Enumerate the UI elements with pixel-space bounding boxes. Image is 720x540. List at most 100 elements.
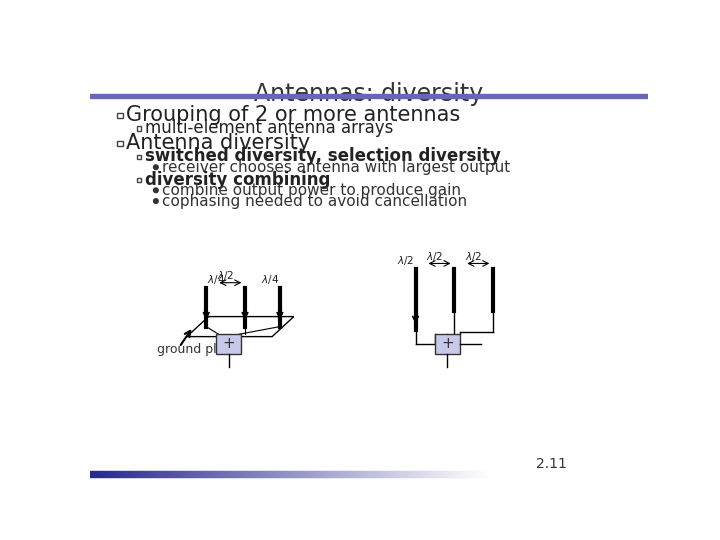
Bar — [637, 470, 638, 477]
Bar — [185, 470, 186, 477]
Bar — [324, 470, 325, 477]
Bar — [524, 470, 525, 477]
Bar — [203, 470, 204, 477]
Bar — [628, 470, 629, 477]
Bar — [597, 470, 598, 477]
Bar — [233, 470, 234, 477]
Bar — [170, 470, 171, 477]
Bar — [403, 470, 404, 477]
Bar — [122, 470, 123, 477]
Bar — [226, 470, 228, 477]
Bar — [632, 470, 634, 477]
Bar — [608, 470, 609, 477]
Bar — [432, 470, 433, 477]
Bar — [552, 470, 553, 477]
Bar — [444, 470, 445, 477]
Bar — [566, 470, 567, 477]
Bar — [337, 470, 338, 477]
Bar — [443, 470, 444, 477]
Bar — [150, 470, 151, 477]
Bar — [493, 470, 494, 477]
Bar — [165, 470, 166, 477]
Bar — [533, 470, 534, 477]
Bar — [242, 470, 243, 477]
Bar — [374, 470, 375, 477]
Bar — [435, 470, 436, 477]
Bar — [521, 470, 522, 477]
Bar — [123, 470, 124, 477]
Bar — [537, 470, 538, 477]
Bar — [159, 470, 160, 477]
Bar — [114, 470, 116, 477]
Bar — [335, 470, 336, 477]
Bar — [497, 470, 498, 477]
Bar — [490, 470, 492, 477]
Bar — [363, 470, 364, 477]
Bar — [133, 470, 134, 477]
Bar — [641, 470, 642, 477]
Bar — [556, 470, 557, 477]
Bar — [119, 470, 120, 477]
Bar — [605, 470, 606, 477]
Bar — [163, 470, 164, 477]
Bar — [126, 470, 127, 477]
Bar — [427, 470, 428, 477]
Bar — [364, 470, 365, 477]
Bar — [124, 470, 125, 477]
Bar — [313, 470, 314, 477]
Bar — [260, 470, 261, 477]
Bar — [326, 470, 327, 477]
Bar — [152, 470, 153, 477]
Bar — [99, 470, 100, 477]
Bar — [576, 470, 577, 477]
Bar — [371, 470, 372, 477]
Bar — [351, 470, 352, 477]
Bar — [484, 470, 485, 477]
Bar — [199, 470, 200, 477]
Bar — [526, 470, 527, 477]
Bar — [343, 470, 344, 477]
Bar — [647, 470, 648, 477]
Bar — [249, 470, 250, 477]
Bar — [187, 470, 188, 477]
Bar — [229, 470, 230, 477]
Bar — [477, 470, 478, 477]
Bar — [193, 470, 194, 477]
Bar — [132, 470, 133, 477]
Bar — [246, 470, 248, 477]
Bar — [291, 470, 292, 477]
Bar — [186, 470, 187, 477]
Bar — [107, 470, 108, 477]
Bar — [361, 470, 362, 477]
Bar — [583, 470, 584, 477]
Bar — [202, 470, 203, 477]
Bar — [509, 470, 510, 477]
Bar — [634, 470, 635, 477]
Bar — [283, 470, 284, 477]
Bar — [581, 470, 582, 477]
Bar — [616, 470, 617, 477]
Bar — [160, 470, 161, 477]
Bar — [415, 470, 416, 477]
Bar — [609, 470, 610, 477]
Bar — [380, 470, 381, 477]
Bar — [618, 470, 619, 477]
Text: ground plane: ground plane — [158, 343, 240, 356]
Bar — [531, 470, 532, 477]
Bar — [103, 470, 104, 477]
Bar — [530, 470, 531, 477]
Bar — [620, 470, 621, 477]
Bar — [137, 470, 138, 477]
Bar — [622, 470, 624, 477]
Bar — [102, 470, 103, 477]
Bar — [495, 470, 496, 477]
Bar — [407, 470, 408, 477]
Bar — [223, 470, 224, 477]
Bar — [297, 470, 299, 477]
Bar — [303, 470, 304, 477]
Bar — [334, 470, 335, 477]
Bar — [459, 470, 461, 477]
Bar — [426, 470, 427, 477]
Bar — [453, 470, 454, 477]
Bar — [529, 470, 530, 477]
